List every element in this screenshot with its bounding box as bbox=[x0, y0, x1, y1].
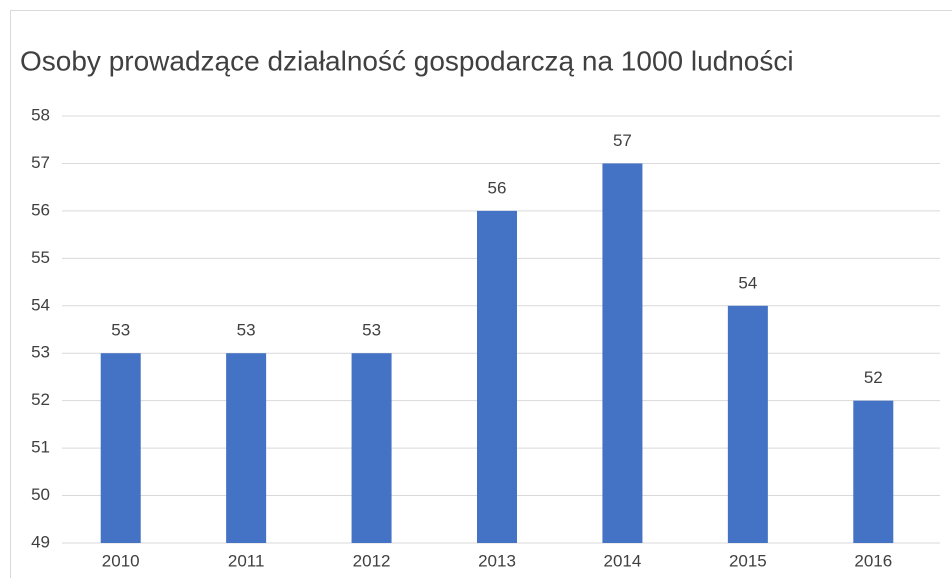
bar bbox=[602, 163, 643, 543]
x-tick-label: 2010 bbox=[102, 551, 140, 570]
data-label: 53 bbox=[362, 321, 381, 340]
x-tick-label: 2011 bbox=[228, 551, 265, 570]
bar bbox=[853, 400, 894, 543]
data-label: 52 bbox=[864, 368, 883, 387]
bar bbox=[477, 210, 517, 543]
x-tick-label: 2013 bbox=[478, 551, 516, 570]
y-tick-label: 53 bbox=[31, 343, 50, 362]
data-label: 56 bbox=[488, 178, 507, 197]
y-tick-label: 54 bbox=[31, 295, 50, 314]
bar bbox=[727, 305, 768, 543]
y-tick-label: 50 bbox=[31, 485, 50, 504]
y-tick-label: 56 bbox=[31, 200, 50, 219]
bar bbox=[100, 353, 141, 543]
data-label: 57 bbox=[613, 131, 632, 150]
chart-title: Osoby prowadzące działalność gospodarczą… bbox=[20, 45, 794, 76]
bar bbox=[351, 353, 392, 543]
data-label: 54 bbox=[738, 273, 757, 292]
y-tick-label: 51 bbox=[31, 438, 50, 457]
data-label: 53 bbox=[237, 321, 256, 340]
bar bbox=[226, 353, 267, 543]
x-tick-label: 2014 bbox=[604, 551, 642, 570]
y-tick-label: 57 bbox=[31, 153, 50, 172]
y-tick-label: 49 bbox=[31, 532, 50, 551]
x-tick-label: 2015 bbox=[729, 551, 767, 570]
y-tick-label: 58 bbox=[31, 105, 50, 124]
y-tick-label: 52 bbox=[31, 390, 50, 409]
x-tick-label: 2016 bbox=[854, 551, 892, 570]
data-label: 53 bbox=[111, 321, 130, 340]
y-tick-label: 55 bbox=[31, 248, 50, 267]
x-tick-label: 2012 bbox=[353, 551, 391, 570]
